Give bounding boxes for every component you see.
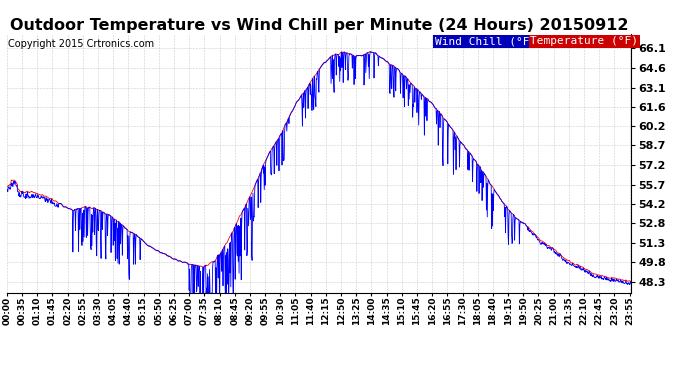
Text: Temperature (°F): Temperature (°F) bbox=[530, 36, 638, 46]
Text: Copyright 2015 Crtronics.com: Copyright 2015 Crtronics.com bbox=[8, 39, 154, 49]
Text: Wind Chill (°F): Wind Chill (°F) bbox=[435, 36, 536, 46]
Title: Outdoor Temperature vs Wind Chill per Minute (24 Hours) 20150912: Outdoor Temperature vs Wind Chill per Mi… bbox=[10, 18, 629, 33]
